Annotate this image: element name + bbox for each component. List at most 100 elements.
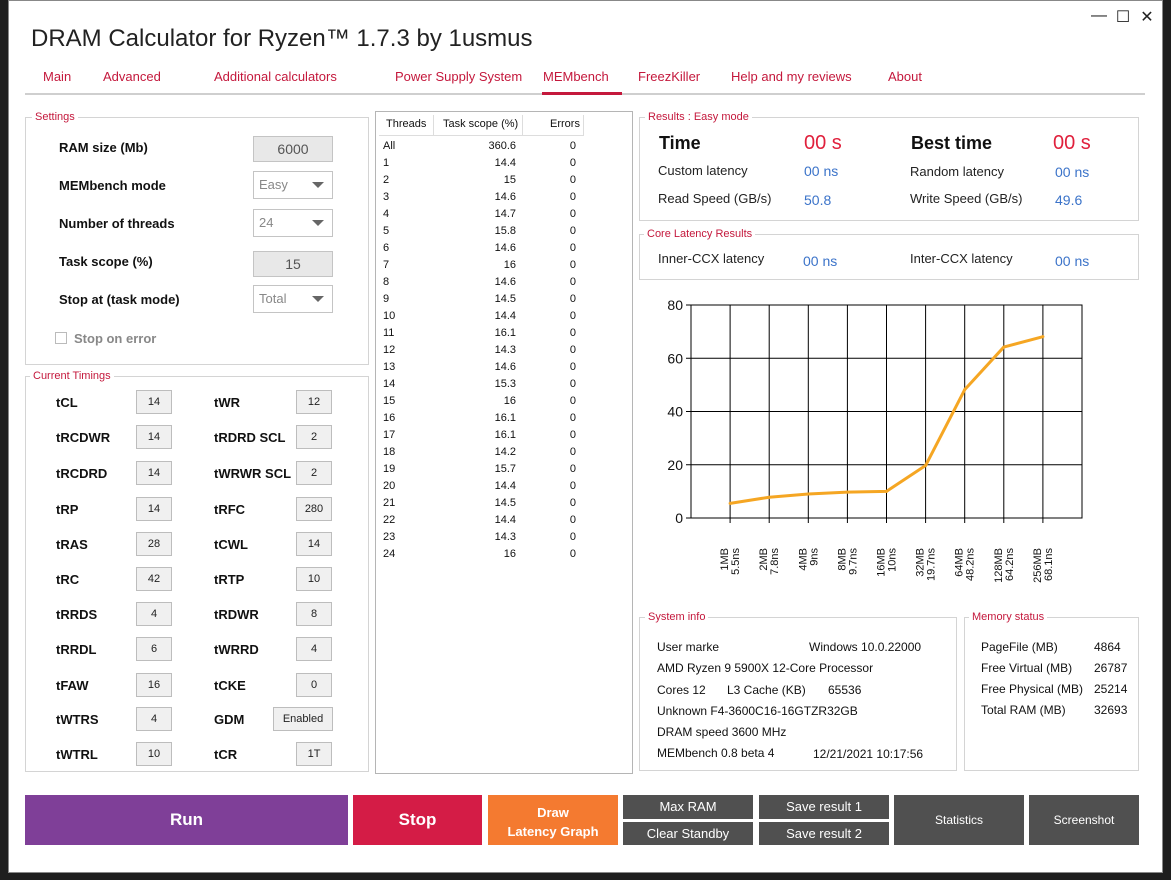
chart-x-label-latency: 10ns <box>887 548 899 572</box>
clear-standby-button[interactable]: Clear Standby <box>623 822 753 845</box>
threads-table-header <box>379 112 584 136</box>
memory-value: 26787 <box>1094 661 1128 675</box>
tab-main[interactable]: Main <box>43 69 72 84</box>
task-scope-cell: 15.8 <box>494 225 516 237</box>
header-divider <box>433 115 434 135</box>
write-speed-label: Write Speed (GB/s) <box>910 191 1023 206</box>
minimize-button[interactable]: — <box>1091 7 1107 24</box>
save-result-1-button[interactable]: Save result 1 <box>759 795 889 819</box>
stop-at-select[interactable]: Total <box>253 285 333 313</box>
timing-value-trdrd-scl[interactable]: 2 <box>296 425 332 449</box>
timing-value-trrdl[interactable]: 6 <box>136 637 172 661</box>
timing-value-trdwr[interactable]: 8 <box>296 602 332 626</box>
chart-y-tick-label: 40 <box>667 404 683 420</box>
tab-advanced[interactable]: Advanced <box>103 69 161 84</box>
timing-value-twrwr-scl[interactable]: 2 <box>296 461 332 485</box>
timing-value-twtrl[interactable]: 10 <box>136 742 172 766</box>
ram-size-field[interactable]: 6000 <box>253 136 333 162</box>
inter-ccx-value: 00 ns <box>1055 253 1090 269</box>
tab-help[interactable]: Help and my reviews <box>731 69 852 84</box>
tab-membench[interactable]: MEMbench <box>543 69 609 84</box>
thread-id-cell: 2 <box>383 174 390 186</box>
timing-name-tcr: tCR <box>214 747 238 762</box>
timing-value-trcdrd[interactable]: 14 <box>136 461 172 485</box>
timings-group-label: Current Timings <box>30 370 114 382</box>
task-scope-column-header[interactable]: Task scope (%) <box>443 118 519 130</box>
timing-value-twrrd[interactable]: 4 <box>296 637 332 661</box>
save-result-2-button[interactable]: Save result 2 <box>759 822 889 845</box>
timing-value-trtp[interactable]: 10 <box>296 567 332 591</box>
memory-label: Free Physical (MB) <box>981 682 1084 696</box>
timing-value-tfaw[interactable]: 16 <box>136 673 172 697</box>
chart-data-point <box>806 492 810 496</box>
settings-group-label: Settings <box>32 111 78 123</box>
timing-value-tras[interactable]: 28 <box>136 532 172 556</box>
thread-id-cell: 19 <box>383 463 396 475</box>
timing-value-tcl[interactable]: 14 <box>136 390 172 414</box>
timing-name-trdrd-scl: tRDRD SCL <box>214 430 286 445</box>
chart-x-label-latency: 5.5ns <box>730 548 742 575</box>
chart-x-label-latency: 7.8ns <box>769 548 781 575</box>
memory-status-group <box>964 617 1139 771</box>
thread-id-cell: 20 <box>383 480 396 492</box>
errors-column-header[interactable]: Errors <box>550 118 580 130</box>
timing-value-tcke[interactable]: 0 <box>296 673 332 697</box>
timing-value-twtrs[interactable]: 4 <box>136 707 172 731</box>
threads-column-header[interactable]: Threads <box>386 118 427 130</box>
errors-cell: 0 <box>569 191 576 203</box>
statistics-button[interactable]: Statistics <box>894 795 1024 845</box>
run-button[interactable]: Run <box>25 795 348 845</box>
timing-name-twtrs: tWTRS <box>56 712 99 727</box>
timing-name-tfaw: tFAW <box>56 678 89 693</box>
chart-data-point <box>924 464 928 468</box>
chart-x-tick-label: 2MB7.8ns <box>758 548 781 575</box>
thread-id-cell: 16 <box>383 412 396 424</box>
max-ram-button[interactable]: Max RAM <box>623 795 753 819</box>
timing-value-tcwl[interactable]: 14 <box>296 532 332 556</box>
memory-value: 32693 <box>1094 703 1128 717</box>
task-scope-cell: 16 <box>503 548 516 560</box>
errors-cell: 0 <box>569 395 576 407</box>
maximize-button[interactable]: ☐ <box>1115 9 1131 26</box>
timing-value-trcdwr[interactable]: 14 <box>136 425 172 449</box>
timing-value-trc[interactable]: 42 <box>136 567 172 591</box>
membench-mode-select[interactable]: Easy <box>253 171 333 199</box>
draw-latency-graph-button[interactable]: Draw Latency Graph <box>488 795 618 845</box>
close-button[interactable]: ✕ <box>1140 9 1154 26</box>
tab-additional-calculators[interactable]: Additional calculators <box>214 69 337 84</box>
chart-x-label-size: 16MB <box>876 548 888 577</box>
tab-about[interactable]: About <box>888 69 922 84</box>
thread-id-cell: 18 <box>383 446 396 458</box>
thread-id-cell: 8 <box>383 276 390 288</box>
task-scope-cell: 16 <box>503 395 516 407</box>
threads-table: Threads Task scope (%) Errors All 360.6 0 1… <box>375 111 633 774</box>
timing-name-tcwl: tCWL <box>214 537 248 552</box>
timing-value-trrds[interactable]: 4 <box>136 602 172 626</box>
chart-x-label-size: 256MB <box>1032 548 1044 583</box>
timing-value-gdm[interactable]: Enabled <box>273 707 333 731</box>
chart-x-tick-label: 1MB5.5ns <box>719 548 742 575</box>
chart-x-label-size: 1MB <box>719 548 731 571</box>
task-scope-cell: 14.6 <box>494 191 516 203</box>
timing-value-trfc[interactable]: 280 <box>296 497 332 521</box>
stop-on-error-checkbox[interactable] <box>55 332 67 344</box>
timing-value-twr[interactable]: 12 <box>296 390 332 414</box>
task-scope-label: Task scope (%) <box>59 254 153 269</box>
task-scope-field[interactable]: 15 <box>253 251 333 277</box>
tab-freezkiller[interactable]: FreezKiller <box>638 69 701 84</box>
timing-value-tcr[interactable]: 1T <box>296 742 332 766</box>
task-scope-cell: 14.7 <box>494 208 516 220</box>
tab-power-supply[interactable]: Power Supply System <box>395 69 523 84</box>
chart-x-tick-label: 8MB9.7ns <box>836 548 859 575</box>
timing-name-trcdwr: tRCDWR <box>56 430 111 445</box>
timings-group <box>25 376 369 772</box>
timing-value-trp[interactable]: 14 <box>136 497 172 521</box>
inner-ccx-value: 00 ns <box>803 253 838 269</box>
errors-cell: 0 <box>569 259 576 271</box>
screenshot-button[interactable]: Screenshot <box>1029 795 1139 845</box>
threads-select[interactable]: 24 <box>253 209 333 237</box>
errors-cell: 0 <box>569 463 576 475</box>
chart-x-tick-label: 32MB19.7ns <box>915 548 938 582</box>
task-scope-cell: 14.2 <box>494 446 516 458</box>
stop-button[interactable]: Stop <box>353 795 482 845</box>
